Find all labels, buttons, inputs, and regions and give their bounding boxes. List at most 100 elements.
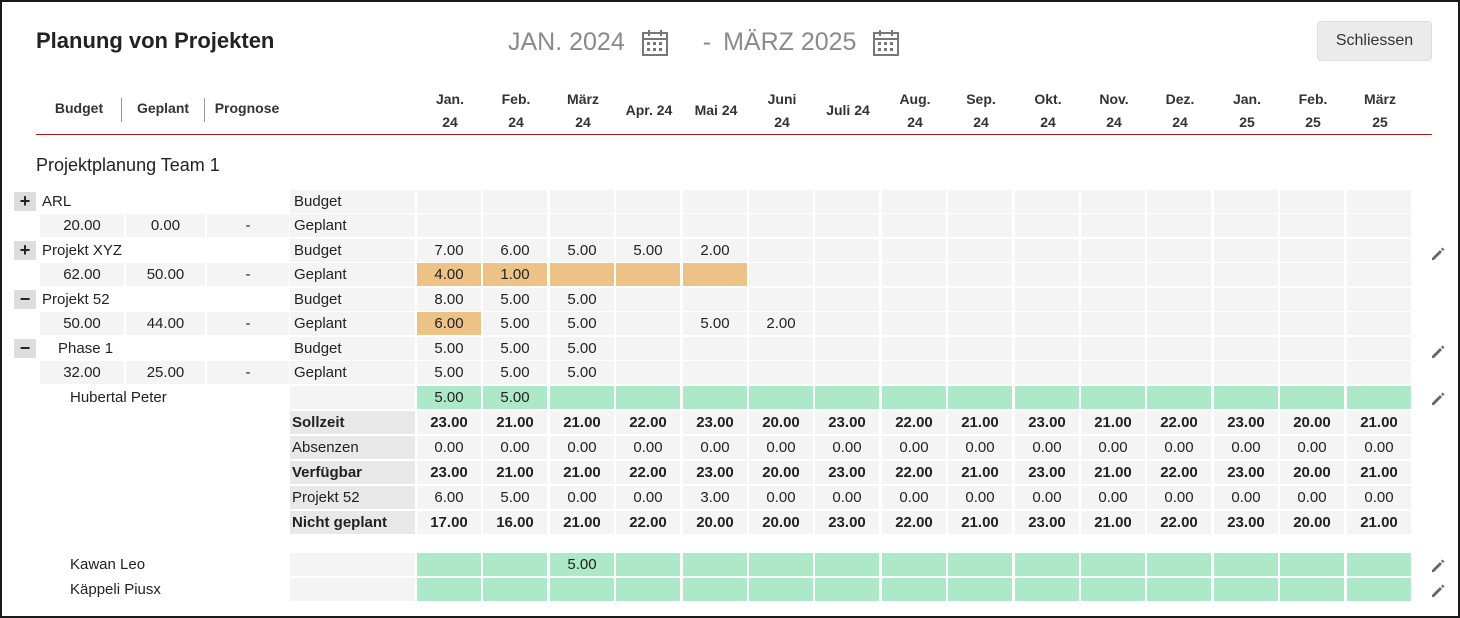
calendar-icon[interactable] xyxy=(872,29,900,57)
budget-cell[interactable] xyxy=(749,288,813,311)
budget-cell[interactable] xyxy=(1015,190,1079,213)
geplant-cell[interactable] xyxy=(1347,214,1411,237)
geplant-cell[interactable] xyxy=(1015,214,1079,237)
geplant-cell[interactable]: 5.00 xyxy=(483,361,547,384)
budget-cell[interactable] xyxy=(417,190,481,213)
budget-cell[interactable] xyxy=(1147,190,1211,213)
geplant-cell[interactable] xyxy=(882,361,946,384)
allocation-cell[interactable] xyxy=(882,578,946,601)
project-name[interactable]: Projekt 52 xyxy=(42,291,110,308)
budget-cell[interactable] xyxy=(1214,337,1278,360)
budget-cell[interactable] xyxy=(1347,337,1411,360)
allocation-cell[interactable] xyxy=(749,386,813,409)
geplant-cell[interactable] xyxy=(1147,312,1211,335)
budget-cell[interactable] xyxy=(683,288,747,311)
geplant-cell[interactable] xyxy=(616,361,680,384)
close-button[interactable]: Schliessen xyxy=(1317,21,1432,61)
budget-cell[interactable]: 6.00 xyxy=(483,239,547,262)
geplant-cell[interactable] xyxy=(1347,263,1411,286)
geplant-cell[interactable]: 4.00 xyxy=(417,263,481,286)
geplant-cell[interactable] xyxy=(1147,361,1211,384)
geplant-cell[interactable] xyxy=(948,361,1012,384)
budget-cell[interactable] xyxy=(1214,239,1278,262)
budget-cell[interactable] xyxy=(616,288,680,311)
budget-cell[interactable]: 2.00 xyxy=(683,239,747,262)
allocation-cell[interactable] xyxy=(1015,578,1079,601)
geplant-cell[interactable] xyxy=(483,214,547,237)
allocation-cell[interactable] xyxy=(1081,578,1145,601)
allocation-cell[interactable] xyxy=(948,386,1012,409)
budget-cell[interactable] xyxy=(1347,239,1411,262)
project-name[interactable]: Phase 1 xyxy=(58,340,114,357)
allocation-cell[interactable] xyxy=(948,578,1012,601)
geplant-cell[interactable] xyxy=(1347,312,1411,335)
allocation-cell[interactable] xyxy=(1347,578,1411,601)
allocation-cell[interactable] xyxy=(1280,578,1344,601)
budget-cell[interactable] xyxy=(1081,337,1145,360)
geplant-cell[interactable] xyxy=(683,361,747,384)
geplant-cell[interactable]: 5.00 xyxy=(483,312,547,335)
geplant-cell[interactable] xyxy=(882,263,946,286)
geplant-cell[interactable] xyxy=(1280,263,1344,286)
budget-cell[interactable] xyxy=(1015,288,1079,311)
edit-pencil-icon[interactable] xyxy=(1430,558,1446,574)
budget-cell[interactable] xyxy=(1081,288,1145,311)
budget-cell[interactable] xyxy=(815,190,879,213)
budget-cell[interactable] xyxy=(948,288,1012,311)
budget-cell[interactable] xyxy=(1280,239,1344,262)
budget-cell[interactable] xyxy=(1280,190,1344,213)
budget-cell[interactable] xyxy=(1147,288,1211,311)
allocation-cell[interactable] xyxy=(749,578,813,601)
geplant-cell[interactable] xyxy=(616,263,680,286)
expand-toggle[interactable]: − xyxy=(14,290,36,309)
geplant-cell[interactable] xyxy=(1214,361,1278,384)
project-name[interactable]: ARL xyxy=(42,193,72,210)
budget-cell[interactable] xyxy=(1280,337,1344,360)
budget-cell[interactable]: 5.00 xyxy=(550,239,614,262)
geplant-cell[interactable] xyxy=(815,263,879,286)
budget-cell[interactable]: 5.00 xyxy=(483,288,547,311)
allocation-cell[interactable] xyxy=(616,578,680,601)
geplant-cell[interactable]: 2.00 xyxy=(749,312,813,335)
budget-cell[interactable] xyxy=(749,337,813,360)
geplant-cell[interactable] xyxy=(1280,214,1344,237)
expand-toggle[interactable]: + xyxy=(14,241,36,260)
allocation-cell[interactable] xyxy=(1347,386,1411,409)
allocation-cell[interactable]: 5.00 xyxy=(417,386,481,409)
budget-cell[interactable] xyxy=(749,239,813,262)
date-from[interactable]: JAN. 2024 xyxy=(508,28,625,56)
allocation-cell[interactable] xyxy=(1214,578,1278,601)
budget-cell[interactable] xyxy=(948,239,1012,262)
geplant-cell[interactable]: 6.00 xyxy=(417,312,481,335)
allocation-cell[interactable] xyxy=(417,553,481,576)
budget-cell[interactable] xyxy=(882,337,946,360)
allocation-cell[interactable] xyxy=(417,578,481,601)
date-to[interactable]: MÄRZ 2025 xyxy=(723,28,857,56)
allocation-cell[interactable] xyxy=(616,553,680,576)
budget-cell[interactable] xyxy=(1214,288,1278,311)
geplant-cell[interactable] xyxy=(1147,214,1211,237)
geplant-cell[interactable] xyxy=(815,312,879,335)
allocation-cell[interactable] xyxy=(1081,553,1145,576)
budget-cell[interactable]: 7.00 xyxy=(417,239,481,262)
geplant-cell[interactable] xyxy=(1081,263,1145,286)
allocation-cell[interactable] xyxy=(1015,553,1079,576)
budget-cell[interactable] xyxy=(616,190,680,213)
geplant-cell[interactable]: 5.00 xyxy=(683,312,747,335)
budget-cell[interactable] xyxy=(1214,190,1278,213)
geplant-cell[interactable] xyxy=(1214,312,1278,335)
allocation-cell[interactable] xyxy=(815,553,879,576)
budget-cell[interactable] xyxy=(815,239,879,262)
edit-pencil-icon[interactable] xyxy=(1430,391,1446,407)
geplant-cell[interactable] xyxy=(815,361,879,384)
budget-cell[interactable] xyxy=(1015,239,1079,262)
geplant-cell[interactable] xyxy=(1015,361,1079,384)
allocation-cell[interactable] xyxy=(550,386,614,409)
allocation-cell[interactable] xyxy=(1147,386,1211,409)
budget-cell[interactable]: 5.00 xyxy=(417,337,481,360)
budget-cell[interactable] xyxy=(815,288,879,311)
allocation-cell[interactable] xyxy=(1214,386,1278,409)
geplant-cell[interactable] xyxy=(616,214,680,237)
geplant-cell[interactable]: 5.00 xyxy=(550,361,614,384)
budget-cell[interactable] xyxy=(683,337,747,360)
